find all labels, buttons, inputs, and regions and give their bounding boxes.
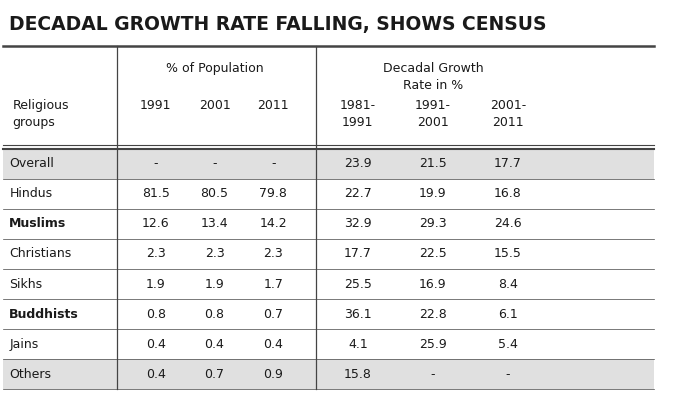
Text: Sikhs: Sikhs bbox=[9, 277, 43, 291]
Text: 22.5: 22.5 bbox=[419, 247, 447, 261]
Text: 0.4: 0.4 bbox=[205, 338, 224, 351]
Text: % of Population: % of Population bbox=[166, 63, 264, 75]
Text: 0.9: 0.9 bbox=[263, 368, 283, 381]
Text: 0.7: 0.7 bbox=[263, 307, 283, 321]
Text: 79.8: 79.8 bbox=[260, 187, 287, 201]
Text: 1991-
2001: 1991- 2001 bbox=[415, 100, 451, 129]
Text: 14.2: 14.2 bbox=[260, 217, 287, 231]
Text: 15.8: 15.8 bbox=[344, 368, 372, 381]
Text: 17.7: 17.7 bbox=[344, 247, 372, 261]
Text: Buddhists: Buddhists bbox=[9, 307, 79, 321]
Text: 80.5: 80.5 bbox=[201, 187, 228, 201]
Text: Christians: Christians bbox=[9, 247, 72, 261]
Text: 2001-
2011: 2001- 2011 bbox=[489, 100, 526, 129]
Text: 0.4: 0.4 bbox=[146, 368, 166, 381]
Text: -: - bbox=[271, 157, 275, 171]
Text: -: - bbox=[212, 157, 217, 171]
FancyBboxPatch shape bbox=[3, 149, 654, 179]
Text: Hindus: Hindus bbox=[9, 187, 53, 201]
Text: 32.9: 32.9 bbox=[344, 217, 372, 231]
Text: 6.1: 6.1 bbox=[498, 307, 518, 321]
FancyBboxPatch shape bbox=[3, 359, 654, 389]
Text: Religious
groups: Religious groups bbox=[13, 100, 69, 129]
Text: 21.5: 21.5 bbox=[419, 157, 447, 171]
Text: 23.9: 23.9 bbox=[344, 157, 372, 171]
Text: Jains: Jains bbox=[9, 338, 39, 351]
Text: Others: Others bbox=[9, 368, 51, 381]
Text: 19.9: 19.9 bbox=[419, 187, 447, 201]
Text: 2011: 2011 bbox=[258, 100, 289, 113]
Text: 24.6: 24.6 bbox=[494, 217, 522, 231]
Text: 1.9: 1.9 bbox=[146, 277, 166, 291]
Text: Overall: Overall bbox=[9, 157, 54, 171]
Text: 15.5: 15.5 bbox=[494, 247, 522, 261]
Text: 16.8: 16.8 bbox=[494, 187, 522, 201]
Text: 2.3: 2.3 bbox=[264, 247, 283, 261]
Text: 25.9: 25.9 bbox=[419, 338, 447, 351]
Text: -: - bbox=[506, 368, 510, 381]
Text: 1991: 1991 bbox=[140, 100, 172, 113]
Text: 0.8: 0.8 bbox=[146, 307, 166, 321]
Text: 81.5: 81.5 bbox=[142, 187, 170, 201]
Text: 22.7: 22.7 bbox=[344, 187, 372, 201]
Text: 0.4: 0.4 bbox=[263, 338, 283, 351]
Text: 22.8: 22.8 bbox=[419, 307, 447, 321]
Text: Decadal Growth
Rate in %: Decadal Growth Rate in % bbox=[383, 63, 483, 93]
Text: -: - bbox=[153, 157, 158, 171]
Text: 0.7: 0.7 bbox=[205, 368, 224, 381]
Text: 1981-
1991: 1981- 1991 bbox=[340, 100, 376, 129]
Text: DECADAL GROWTH RATE FALLING, SHOWS CENSUS: DECADAL GROWTH RATE FALLING, SHOWS CENSU… bbox=[9, 15, 547, 34]
Text: 17.7: 17.7 bbox=[494, 157, 522, 171]
Text: 25.5: 25.5 bbox=[344, 277, 372, 291]
Text: 13.4: 13.4 bbox=[201, 217, 228, 231]
Text: 0.8: 0.8 bbox=[205, 307, 224, 321]
Text: 1.7: 1.7 bbox=[263, 277, 283, 291]
Text: 8.4: 8.4 bbox=[498, 277, 518, 291]
Text: -: - bbox=[431, 368, 435, 381]
Text: 2.3: 2.3 bbox=[146, 247, 166, 261]
Text: 0.4: 0.4 bbox=[146, 338, 166, 351]
Text: 1.9: 1.9 bbox=[205, 277, 224, 291]
Text: 12.6: 12.6 bbox=[142, 217, 170, 231]
Text: 5.4: 5.4 bbox=[498, 338, 518, 351]
Text: 29.3: 29.3 bbox=[419, 217, 447, 231]
Text: Muslims: Muslims bbox=[9, 217, 66, 231]
Text: 16.9: 16.9 bbox=[419, 277, 447, 291]
Text: 36.1: 36.1 bbox=[344, 307, 372, 321]
Text: 4.1: 4.1 bbox=[348, 338, 368, 351]
Text: 2.3: 2.3 bbox=[205, 247, 224, 261]
Text: 2001: 2001 bbox=[199, 100, 231, 113]
